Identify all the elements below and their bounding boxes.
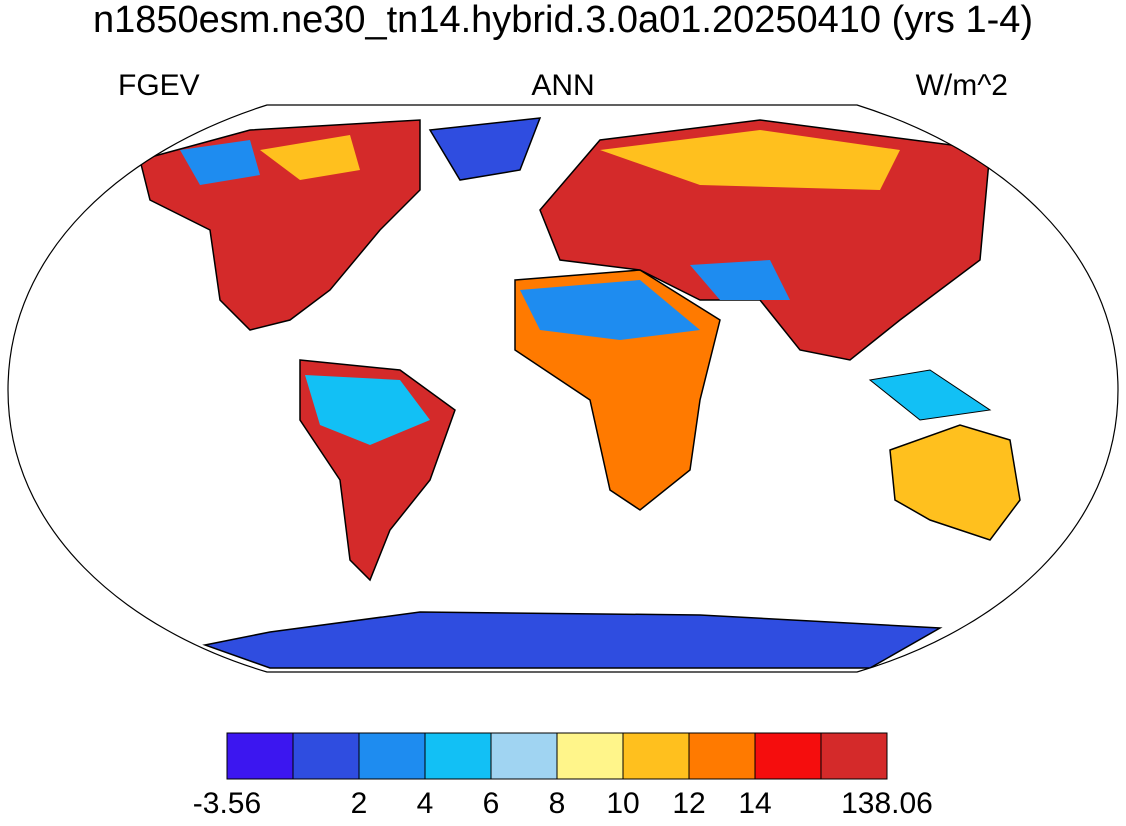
colorbar-label: 2 (351, 787, 368, 820)
land (139, 117, 1021, 669)
colorbar-label: 138.06 (841, 787, 933, 820)
colorbar-box (688, 732, 756, 780)
map (7, 104, 1119, 673)
colorbar-box (820, 732, 888, 780)
colorbar-box (622, 732, 690, 780)
colorbar-box (292, 732, 360, 780)
colorbar-label: 8 (549, 787, 566, 820)
colorbar-box (556, 732, 624, 780)
colorbar: -3.56 2 4 6 8 10 12 14 138.06 (193, 732, 933, 820)
colorbar-label: 10 (606, 787, 639, 820)
units-label: W/m^2 (916, 69, 1008, 102)
season-label: ANN (531, 69, 594, 102)
colorbar-box (424, 732, 492, 780)
colorbar-box (490, 732, 558, 780)
colorbar-label: -3.56 (193, 787, 261, 820)
title: n1850esm.ne30_tn14.hybrid.3.0a01.2025041… (93, 0, 1033, 41)
variable-label: FGEV (118, 69, 200, 102)
colorbar-box (754, 732, 822, 780)
map-outline (7, 104, 1119, 673)
colorbar-box (226, 732, 294, 780)
colorbar-label: 14 (738, 787, 771, 820)
colorbar-label: 6 (483, 787, 500, 820)
colorbar-label: 4 (417, 787, 434, 820)
colorbar-box (358, 732, 426, 780)
colorbar-label: 12 (672, 787, 705, 820)
